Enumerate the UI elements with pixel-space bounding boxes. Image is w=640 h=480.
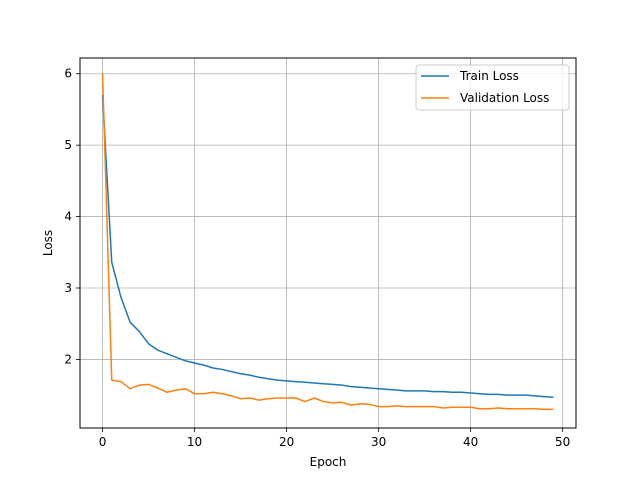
y-axis-label: Loss <box>41 230 55 256</box>
x-tick-label: 50 <box>555 435 570 449</box>
y-tick-label: 4 <box>64 210 72 224</box>
x-tick-label: 20 <box>279 435 294 449</box>
series-lines <box>101 73 554 411</box>
legend-label: Train Loss <box>459 69 519 83</box>
x-axis-label: Epoch <box>310 455 347 469</box>
x-tick-label: 30 <box>371 435 386 449</box>
x-tick-label: 40 <box>463 435 478 449</box>
legend-box <box>415 64 570 111</box>
y-ticks: 2 3 4 5 6 <box>64 67 80 366</box>
legend: Train Loss Validation Loss <box>415 64 570 111</box>
series-line-1 <box>101 73 554 411</box>
legend-label: Validation Loss <box>460 91 549 105</box>
x-ticks: 0 10 20 30 40 50 <box>99 428 570 449</box>
plot-frame <box>79 57 577 429</box>
y-tick-label: 2 <box>64 352 72 366</box>
series-line-0 <box>101 95 554 399</box>
grid <box>80 58 576 428</box>
x-tick-label: 10 <box>187 435 202 449</box>
y-tick-label: 3 <box>64 281 72 295</box>
y-tick-label: 6 <box>64 67 72 81</box>
y-tick-label: 5 <box>64 138 72 152</box>
x-tick-label: 0 <box>99 435 107 449</box>
